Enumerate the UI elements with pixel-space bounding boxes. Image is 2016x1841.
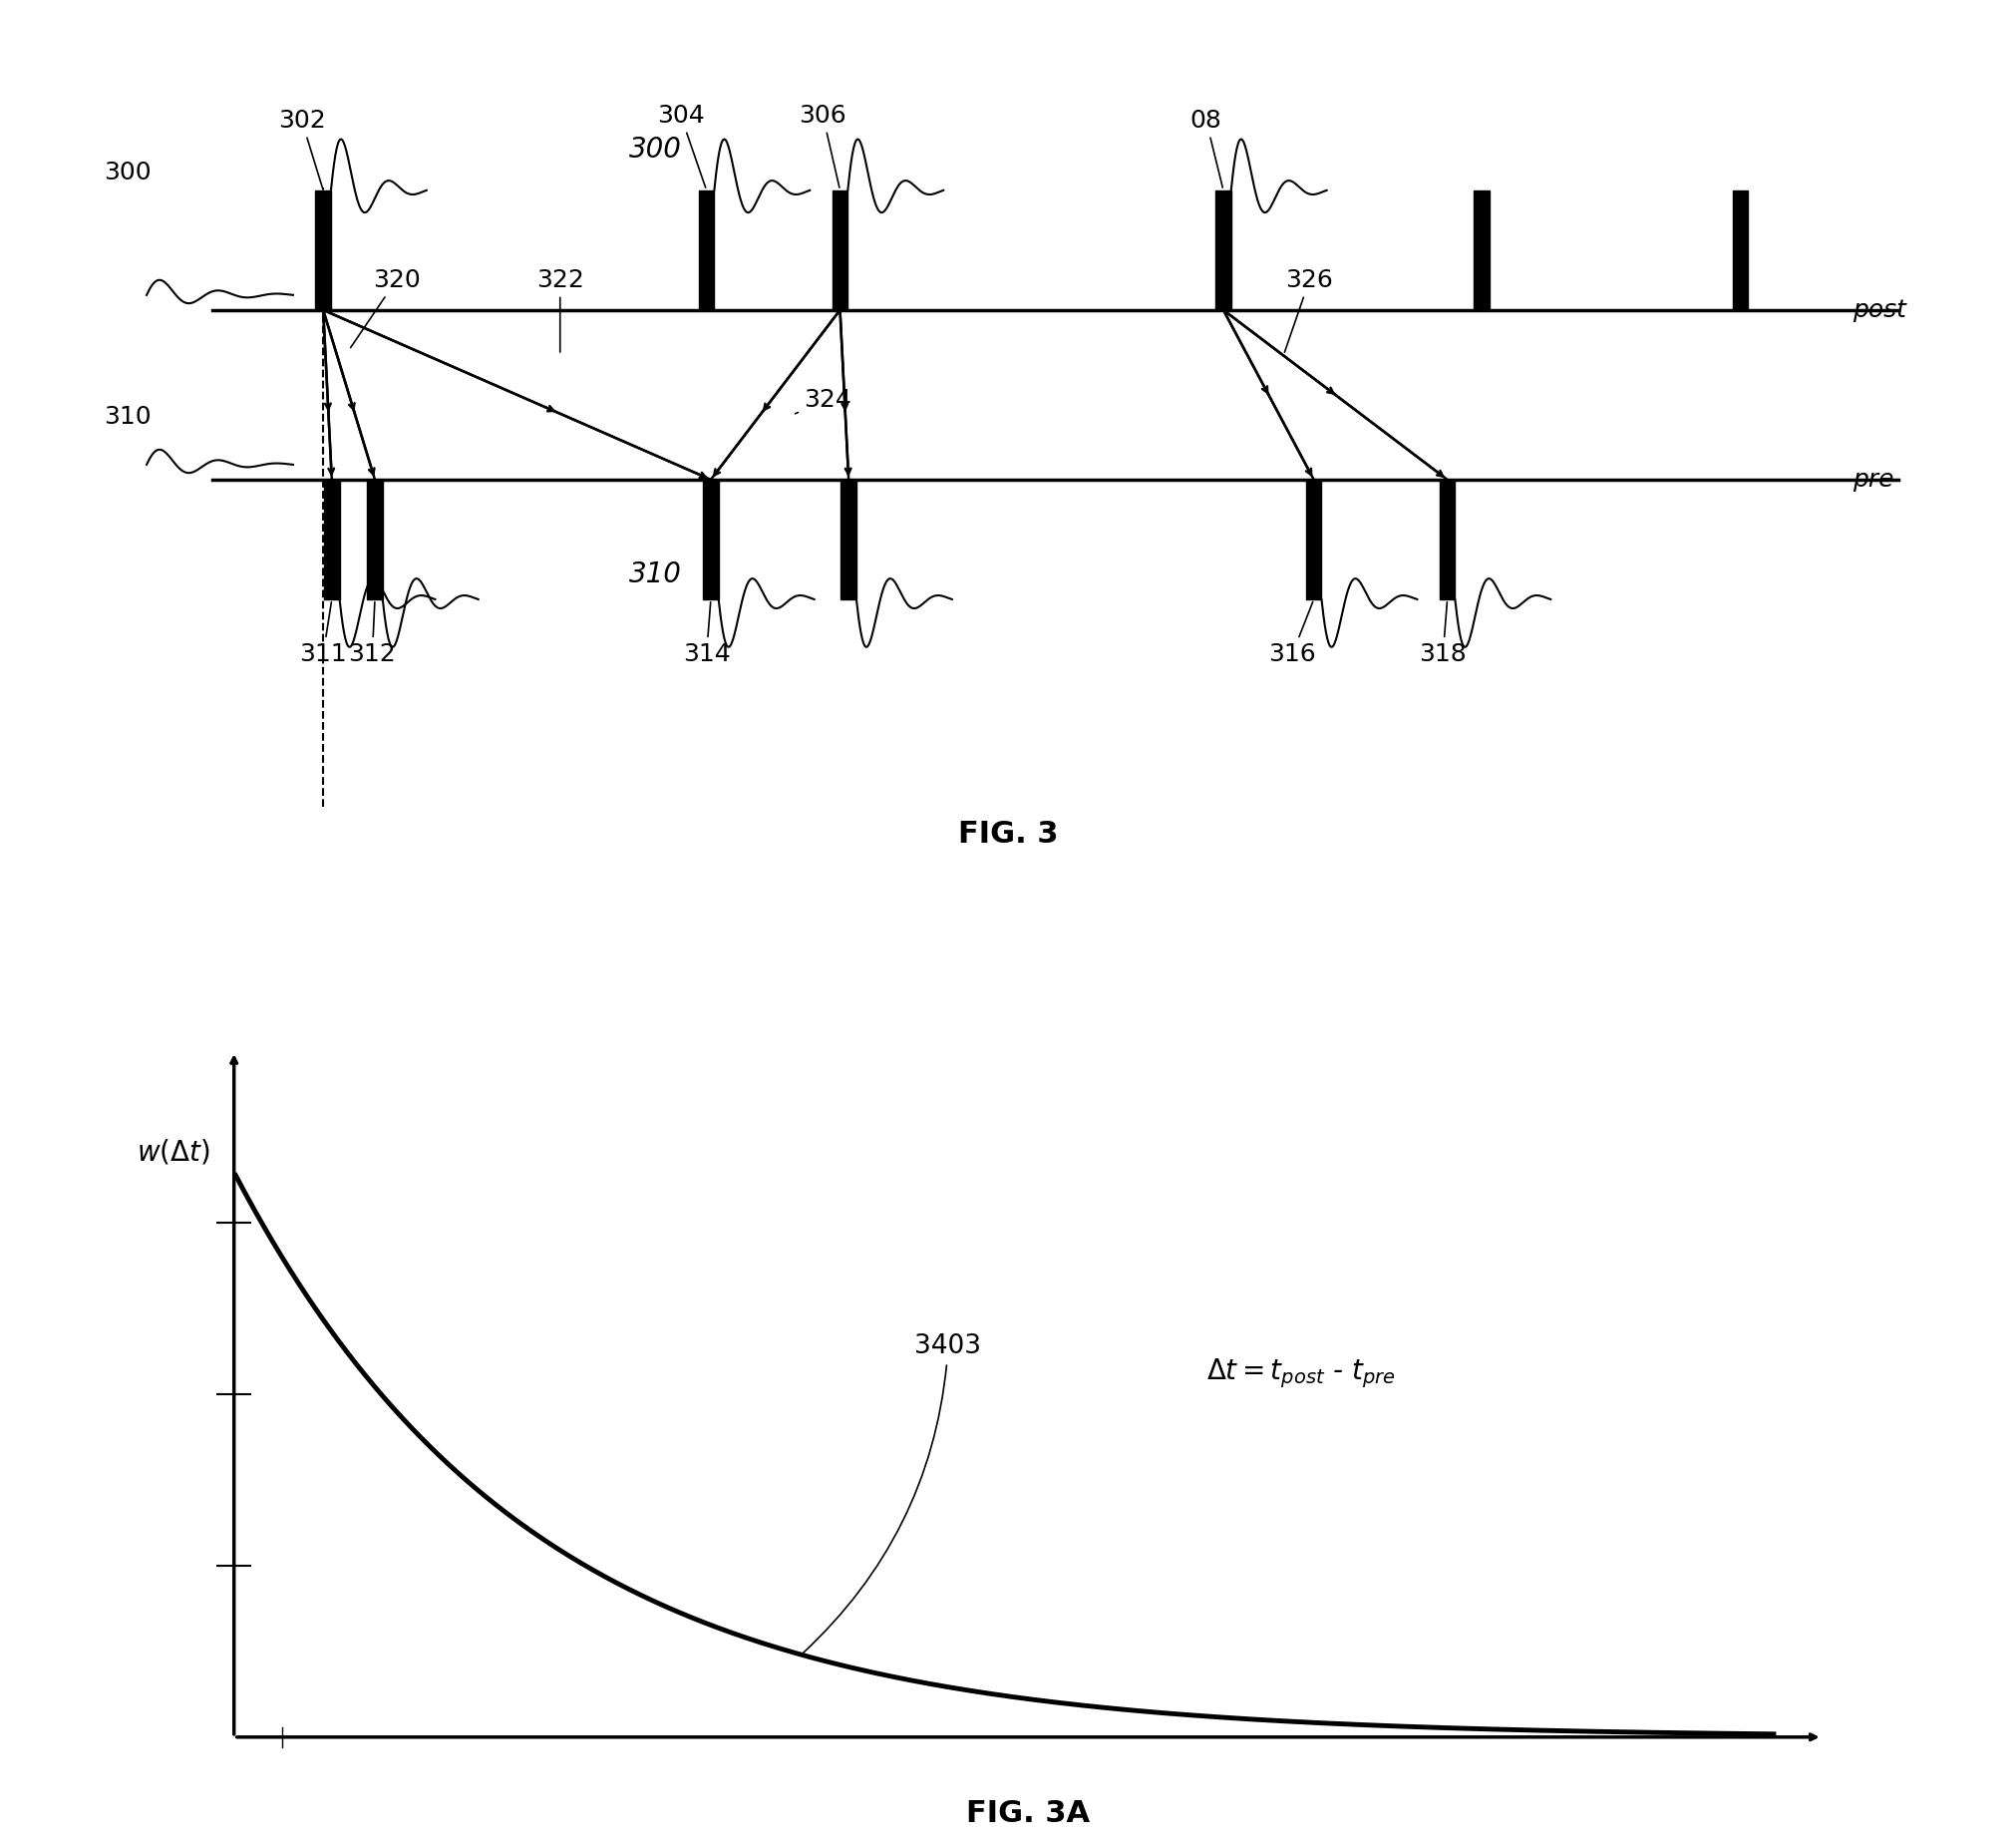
Polygon shape xyxy=(1732,190,1748,309)
Text: 322: 322 xyxy=(536,269,585,352)
Text: 314: 314 xyxy=(683,602,730,666)
Polygon shape xyxy=(1216,190,1232,309)
Polygon shape xyxy=(833,190,849,309)
Polygon shape xyxy=(704,481,718,600)
Text: 312: 312 xyxy=(349,602,395,666)
Polygon shape xyxy=(700,190,714,309)
Text: 310: 310 xyxy=(103,405,151,429)
Text: $w(\Delta t)$: $w(\Delta t)$ xyxy=(137,1138,210,1167)
Text: 302: 302 xyxy=(278,109,325,188)
Text: FIG. 3A: FIG. 3A xyxy=(966,1799,1091,1828)
Text: post: post xyxy=(1853,298,1905,322)
Text: 08: 08 xyxy=(1189,109,1222,188)
Polygon shape xyxy=(841,481,857,600)
Text: 310: 310 xyxy=(629,560,681,589)
Text: 311: 311 xyxy=(300,602,347,666)
Text: FIG. 3: FIG. 3 xyxy=(958,819,1058,849)
Polygon shape xyxy=(314,190,331,309)
Polygon shape xyxy=(1306,481,1322,600)
Polygon shape xyxy=(325,481,339,600)
Text: 304: 304 xyxy=(657,103,706,188)
Polygon shape xyxy=(1439,481,1456,600)
Text: 316: 316 xyxy=(1268,602,1316,666)
Polygon shape xyxy=(1474,190,1490,309)
Text: 320: 320 xyxy=(351,269,419,348)
Text: 318: 318 xyxy=(1419,602,1468,666)
Text: 306: 306 xyxy=(798,103,847,188)
Text: 3403: 3403 xyxy=(802,1335,982,1653)
Text: $\Delta t = t_{post}$ - $t_{pre}$: $\Delta t = t_{post}$ - $t_{pre}$ xyxy=(1206,1357,1395,1390)
Text: 324: 324 xyxy=(794,388,851,414)
Text: 300: 300 xyxy=(103,160,151,184)
Polygon shape xyxy=(367,481,383,600)
Text: 326: 326 xyxy=(1284,269,1333,352)
Text: pre: pre xyxy=(1853,468,1893,492)
Text: 300: 300 xyxy=(629,134,681,164)
